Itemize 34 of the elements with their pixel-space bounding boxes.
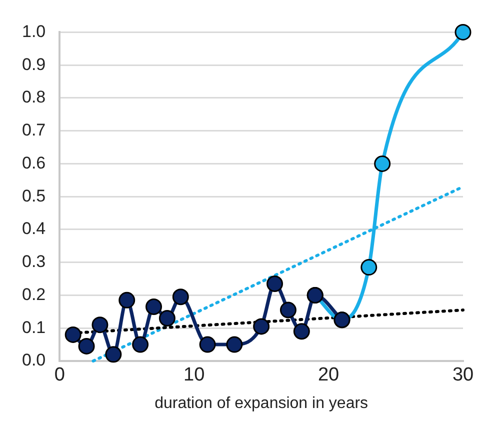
y-tick-label: 0.7 <box>22 120 46 140</box>
point <box>360 259 378 276</box>
point <box>92 316 108 334</box>
y-tick-label: 0.3 <box>22 252 46 272</box>
point <box>105 346 122 363</box>
x-tick-label: 0 <box>54 364 65 386</box>
y-tick-label: 0.8 <box>22 88 46 107</box>
point <box>118 292 136 308</box>
y-tick-label: 0.1 <box>22 318 46 337</box>
point <box>226 336 243 353</box>
y-tick-label: 0.5 <box>22 186 46 206</box>
y-tick-label: 0.4 <box>22 219 46 238</box>
point <box>78 338 95 354</box>
point <box>132 336 149 353</box>
x-tick-label: 30 <box>452 364 474 386</box>
point <box>158 310 176 327</box>
x-axis-title: duration of expansion in years <box>154 394 368 412</box>
point <box>293 323 310 340</box>
point <box>253 318 270 335</box>
point <box>146 298 162 315</box>
point <box>266 275 284 292</box>
point <box>172 288 189 306</box>
y-tick-label: 1.0 <box>22 22 46 41</box>
x-tick-label: 10 <box>184 364 205 386</box>
y-tick-label: 0.9 <box>22 54 46 74</box>
point <box>454 24 472 40</box>
point <box>64 326 82 343</box>
x-tick-label: 20 <box>318 364 340 386</box>
point <box>199 336 216 353</box>
y-tick-label: 0.6 <box>22 153 46 172</box>
y-tick-label: 0.0 <box>22 350 46 370</box>
point <box>280 302 296 318</box>
y-tick-label: 0.2 <box>22 284 46 304</box>
point <box>374 155 391 172</box>
